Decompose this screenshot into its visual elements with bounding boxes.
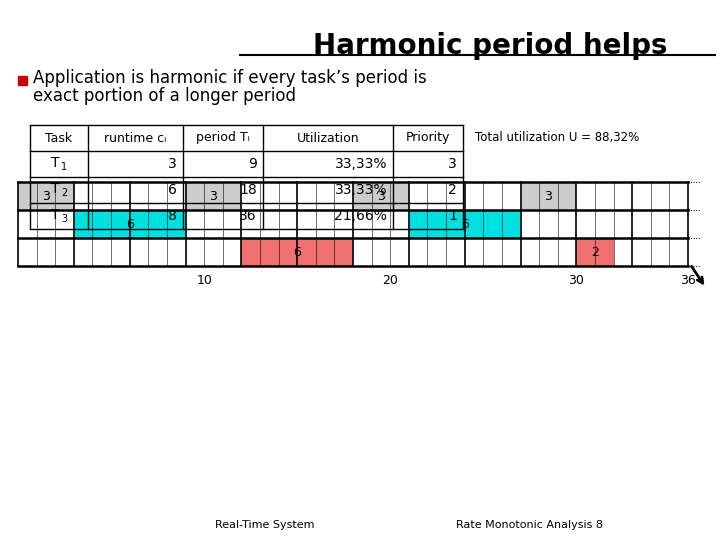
Text: 1: 1 — [448, 209, 457, 223]
Text: Utilization: Utilization — [297, 132, 359, 145]
Text: 8: 8 — [168, 209, 177, 223]
Text: Total utilization U = 88,32%: Total utilization U = 88,32% — [475, 132, 639, 145]
Text: 21,66%: 21,66% — [334, 209, 387, 223]
Text: 3: 3 — [449, 157, 457, 171]
Bar — [409, 210, 521, 238]
Text: Real-Time System: Real-Time System — [215, 520, 315, 530]
Text: runtime cᵢ: runtime cᵢ — [104, 132, 167, 145]
Text: T: T — [50, 208, 59, 222]
Text: 6: 6 — [126, 218, 134, 231]
Bar — [18, 76, 27, 85]
Bar — [18, 182, 688, 266]
Text: 3: 3 — [61, 214, 67, 224]
Bar — [576, 238, 613, 266]
Bar — [353, 182, 409, 210]
Text: 3: 3 — [210, 190, 217, 202]
Text: 20: 20 — [382, 274, 398, 287]
Text: 9: 9 — [248, 157, 257, 171]
Text: 3: 3 — [544, 190, 552, 202]
Text: 2: 2 — [449, 183, 457, 197]
Text: 36: 36 — [239, 209, 257, 223]
Text: 18: 18 — [239, 183, 257, 197]
Bar — [74, 210, 186, 238]
Text: period Tᵢ: period Tᵢ — [196, 132, 250, 145]
Text: Harmonic period helps: Harmonic period helps — [312, 32, 667, 60]
Text: 2: 2 — [61, 188, 67, 198]
Bar — [186, 182, 241, 210]
Text: 3: 3 — [168, 157, 177, 171]
Text: 6: 6 — [461, 218, 469, 231]
Text: 33,33%: 33,33% — [335, 157, 387, 171]
Text: 3: 3 — [42, 190, 50, 202]
Text: Priority: Priority — [406, 132, 450, 145]
Text: 30: 30 — [568, 274, 584, 287]
Bar — [521, 182, 576, 210]
Text: 36: 36 — [680, 274, 696, 287]
Text: 2: 2 — [591, 246, 599, 259]
Text: 10: 10 — [196, 274, 212, 287]
Text: T: T — [50, 156, 59, 170]
Text: Rate Monotonic Analysis 8: Rate Monotonic Analysis 8 — [456, 520, 603, 530]
Text: exact portion of a longer period: exact portion of a longer period — [33, 87, 296, 105]
Text: 3: 3 — [377, 190, 385, 202]
Bar — [241, 238, 353, 266]
Text: T: T — [50, 182, 59, 196]
Bar — [18, 182, 74, 210]
Text: 33,33%: 33,33% — [335, 183, 387, 197]
Text: Application is harmonic if every task’s period is: Application is harmonic if every task’s … — [33, 69, 427, 87]
Text: 6: 6 — [293, 246, 301, 259]
Text: 1: 1 — [61, 162, 67, 172]
Text: 6: 6 — [168, 183, 177, 197]
Text: Task: Task — [45, 132, 73, 145]
